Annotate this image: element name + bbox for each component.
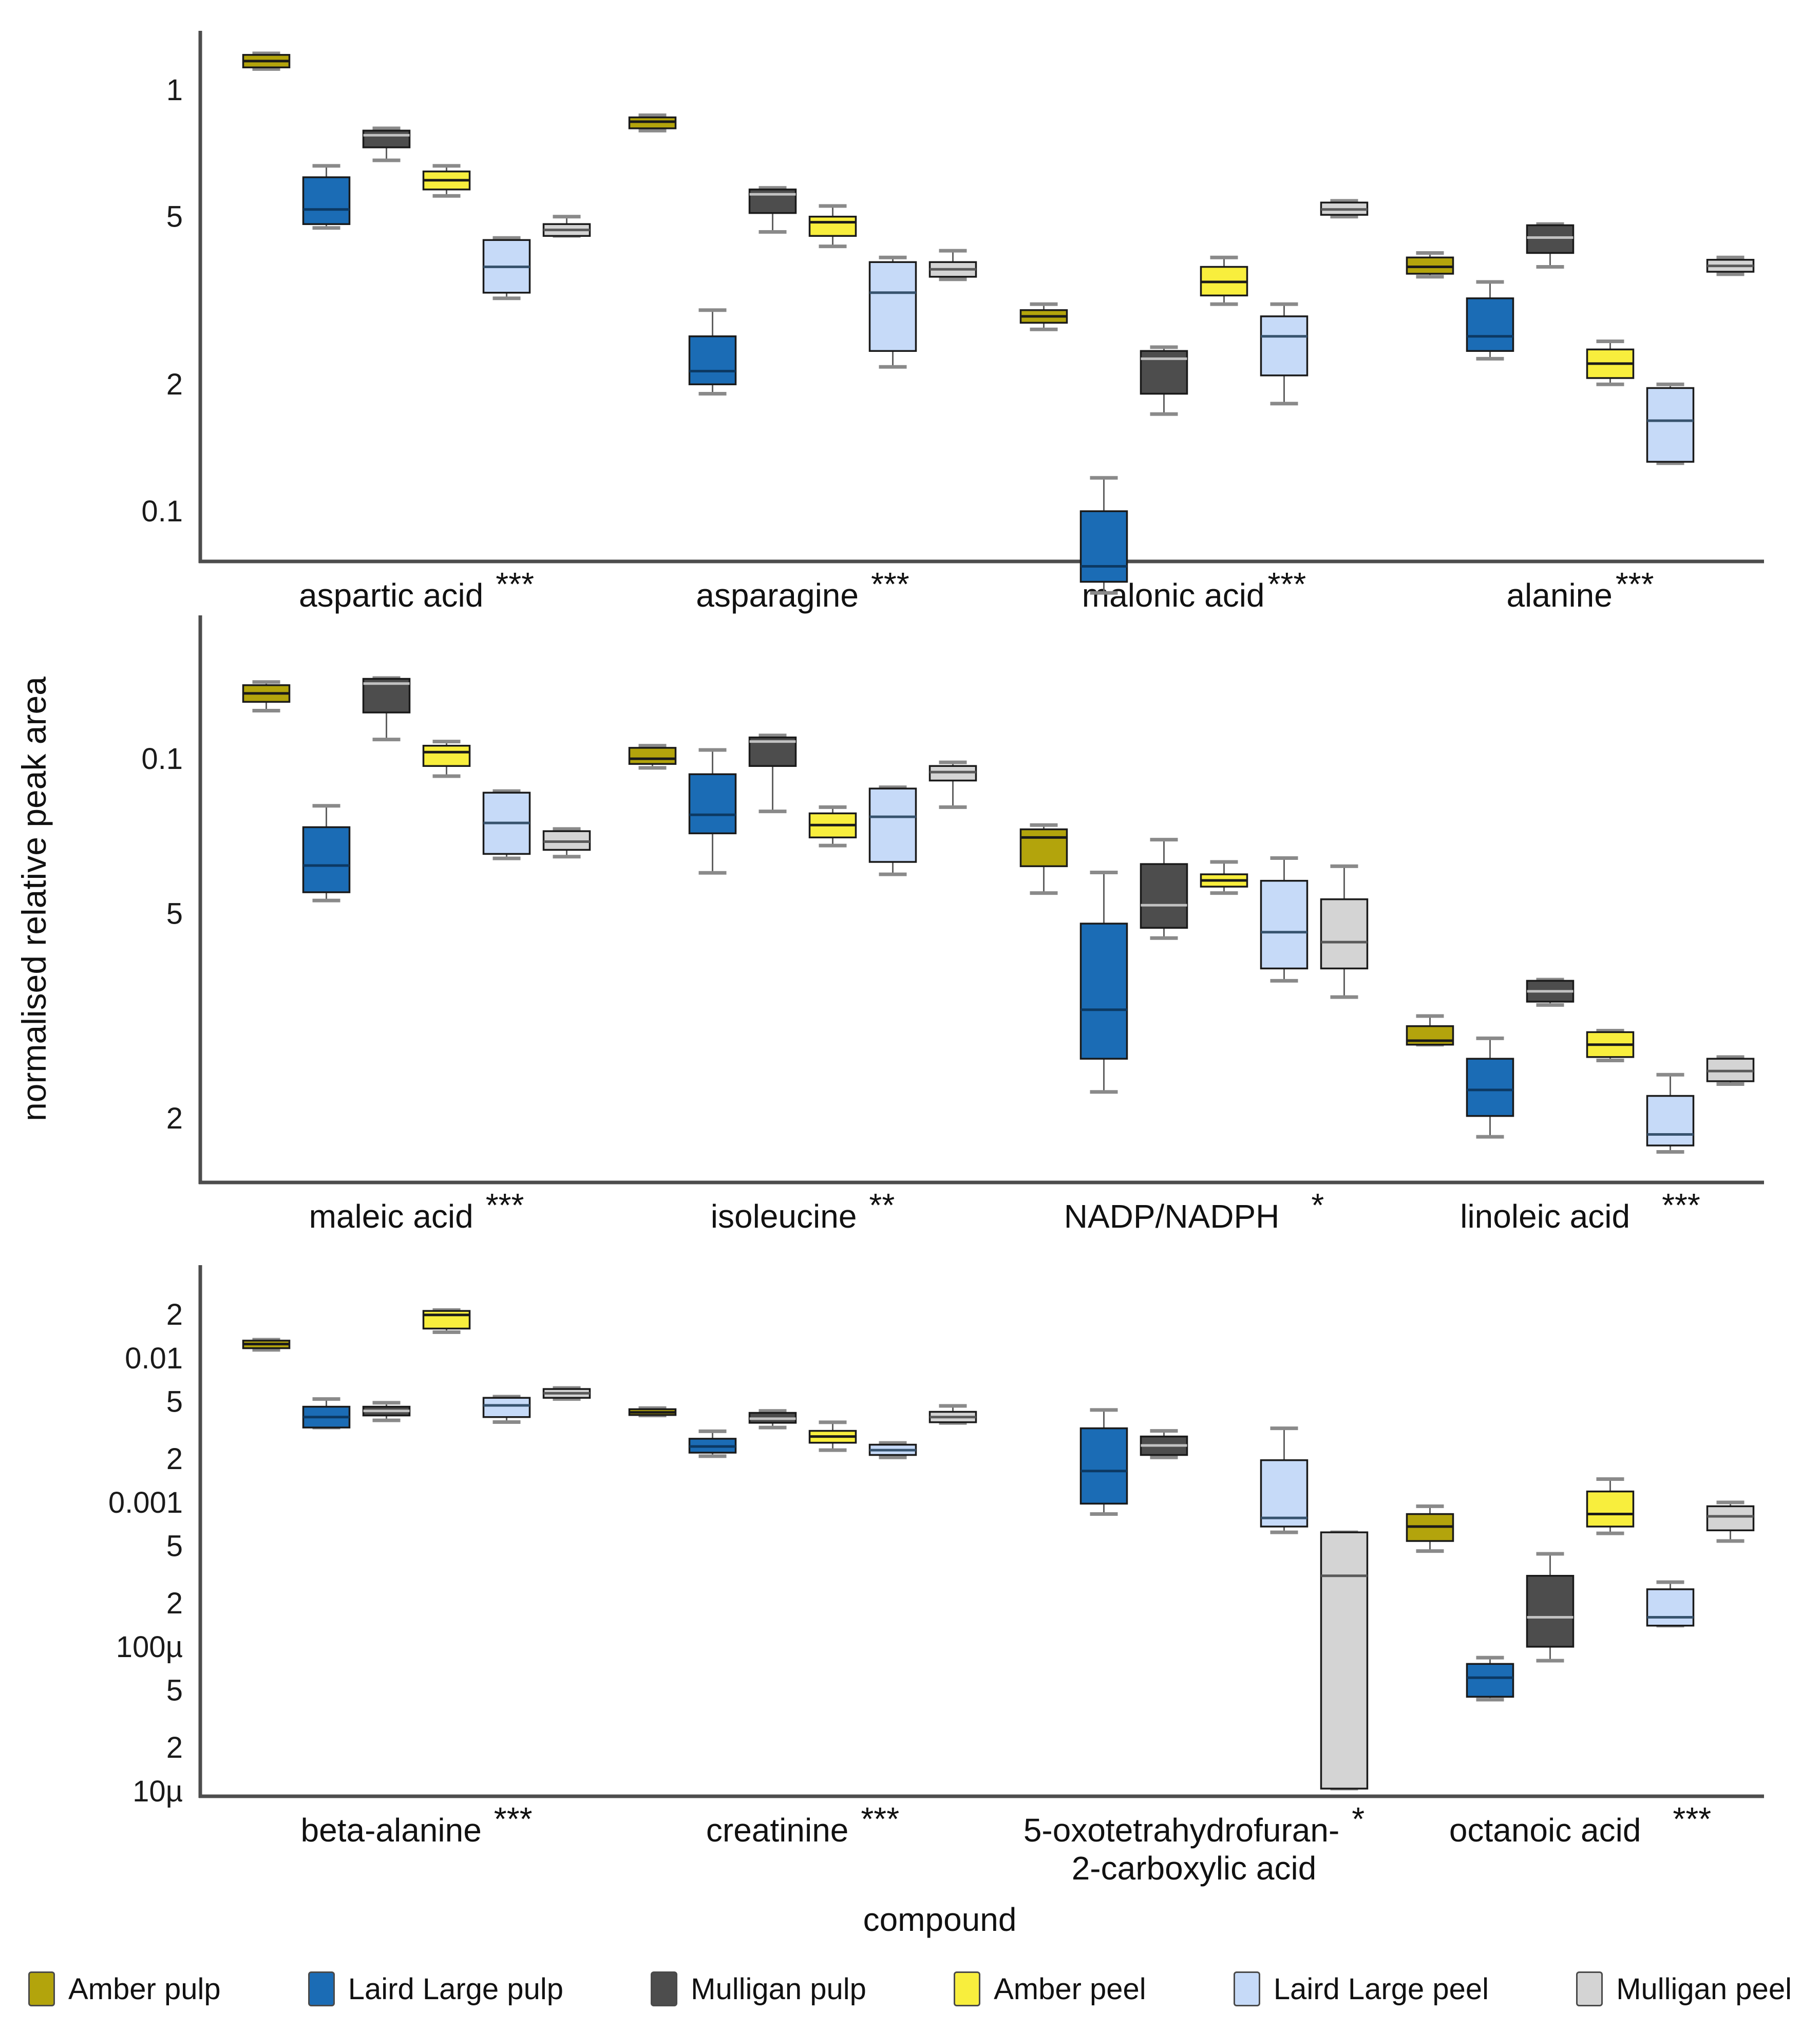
y-axis-title: normalised relative peak area — [15, 676, 53, 1121]
legend-label: Amber peel — [994, 1972, 1146, 2006]
legend-swatch-mulligan-peel — [1576, 1971, 1603, 2006]
y-tick-label: 0.01 — [125, 1342, 183, 1375]
box-mulligan-peel — [1320, 1531, 1369, 1790]
box-laird-large-peel — [482, 1397, 531, 1418]
box-amber-peel — [422, 745, 471, 767]
box-laird-large-pulp — [1079, 510, 1128, 583]
y-tick-label: 5 — [166, 200, 183, 234]
legend-item-amber-pulp: Amber pulp — [28, 1971, 221, 2006]
significance-stars: *** — [486, 1187, 524, 1224]
box-amber-peel — [1586, 1490, 1635, 1528]
y-tick-label: 5 — [166, 1529, 183, 1563]
significance-stars: *** — [861, 1800, 899, 1837]
box-laird-large-peel — [1260, 879, 1309, 970]
y-tick-label: 2 — [166, 1587, 183, 1620]
compound-label: beta-alanine *** — [301, 1800, 533, 1849]
compound-label: asparagine *** — [696, 566, 909, 614]
y-tick-label: 5 — [166, 1385, 183, 1418]
y-tick-label: 1 — [166, 73, 183, 107]
compound-label: maleic acid *** — [309, 1187, 524, 1235]
box-mulligan-peel — [1320, 898, 1369, 970]
box-laird-large-peel — [1646, 1095, 1695, 1146]
legend: Amber pulp Laird Large pulp Mulligan pul… — [28, 1971, 1792, 2006]
box-laird-large-pulp — [1466, 1058, 1514, 1117]
y-tick-label: 2 — [166, 368, 183, 401]
box-laird-large-pulp — [688, 773, 737, 835]
legend-label: Mulligan peel — [1616, 1972, 1792, 2006]
box-laird-large-pulp — [302, 176, 351, 225]
legend-item-amber-peel: Amber peel — [954, 1971, 1146, 2006]
box-mulligan-pulp — [362, 129, 411, 148]
y-tick-label: 0.001 — [108, 1486, 183, 1519]
legend-label: Mulligan pulp — [691, 1972, 866, 2006]
significance-stars: *** — [1662, 1187, 1700, 1224]
significance-stars: *** — [1673, 1800, 1711, 1837]
compound-label: NADP/NADPH * — [1064, 1187, 1324, 1235]
legend-label: Laird Large pulp — [348, 1972, 563, 2006]
box-mulligan-pulp — [1526, 1574, 1575, 1648]
x-axis-title: compound — [863, 1901, 1017, 1938]
legend-swatch-laird-large-peel — [1233, 1971, 1260, 2006]
box-amber-peel — [808, 215, 857, 237]
legend-label: Laird Large peel — [1273, 1972, 1489, 2006]
box-laird-large-peel — [868, 261, 917, 352]
y-tick-label: 100µ — [116, 1630, 183, 1664]
y-tick-label: 5 — [166, 897, 183, 930]
box-laird-large-peel — [1260, 315, 1309, 377]
significance-stars: *** — [1268, 566, 1306, 603]
box-amber-pulp — [628, 747, 677, 765]
box-laird-large-pulp — [1079, 1427, 1128, 1505]
legend-item-mulligan-peel: Mulligan peel — [1576, 1971, 1792, 2006]
legend-item-laird-large-pulp: Laird Large pulp — [308, 1971, 563, 2006]
y-tick-label: 0.1 — [141, 495, 183, 528]
significance-stars: *** — [494, 1800, 533, 1837]
box-mulligan-pulp — [1140, 350, 1188, 395]
box-amber-peel — [422, 1310, 471, 1330]
compound-label: isoleucine ** — [711, 1187, 895, 1235]
legend-swatch-laird-large-pulp — [308, 1971, 335, 2006]
legend-item-laird-large-peel: Laird Large peel — [1233, 1971, 1489, 2006]
box-laird-large-pulp — [1079, 923, 1128, 1060]
legend-item-mulligan-pulp: Mulligan pulp — [651, 1971, 866, 2006]
compound-label: linoleic acid *** — [1460, 1187, 1700, 1235]
y-tick-label: 5 — [166, 1674, 183, 1707]
legend-swatch-mulligan-pulp — [651, 1971, 678, 2006]
compound-label: creatinine *** — [706, 1800, 899, 1849]
box-laird-large-pulp — [1466, 1663, 1514, 1698]
significance-stars: *** — [871, 566, 909, 603]
legend-swatch-amber-pulp — [28, 1971, 55, 2006]
box-amber-pulp — [1019, 828, 1068, 868]
box-laird-large-peel — [868, 787, 917, 863]
box-mulligan-peel — [1706, 1505, 1755, 1532]
y-tick-label: 0.1 — [141, 742, 183, 776]
legend-label: Amber pulp — [68, 1972, 221, 2006]
box-laird-large-pulp — [302, 826, 351, 893]
compound-label: octanoic acid *** — [1449, 1800, 1711, 1849]
box-mulligan-pulp — [1140, 863, 1188, 929]
box-laird-large-pulp — [688, 335, 737, 385]
y-tick-label: 2 — [166, 1298, 183, 1331]
box-mulligan-pulp — [1526, 224, 1575, 254]
compound-label-line2: 2-carboxylic acid — [1072, 1850, 1317, 1887]
significance-stars: ** — [869, 1187, 895, 1224]
significance-stars: * — [1352, 1800, 1364, 1837]
box-laird-large-pulp — [1466, 297, 1514, 352]
y-tick-label: 10µ — [132, 1775, 183, 1808]
compound-label: malonic acid*** — [1082, 566, 1306, 614]
significance-stars: * — [1311, 1187, 1324, 1224]
compound-label: alanine*** — [1506, 566, 1654, 614]
box-laird-large-peel — [1646, 1588, 1695, 1627]
compound-label: aspartic acid *** — [299, 566, 534, 614]
legend-swatch-amber-peel — [954, 1971, 981, 2006]
y-tick-label: 2 — [166, 1442, 183, 1476]
significance-stars: *** — [1616, 566, 1654, 603]
compound-label: 5-oxotetrahydrofuran- * — [1023, 1800, 1364, 1849]
box-laird-large-peel — [1646, 387, 1695, 463]
significance-stars: *** — [496, 566, 534, 603]
y-tick-label: 2 — [166, 1731, 183, 1764]
box-laird-large-peel — [1260, 1459, 1309, 1528]
y-tick-label: 2 — [166, 1102, 183, 1135]
